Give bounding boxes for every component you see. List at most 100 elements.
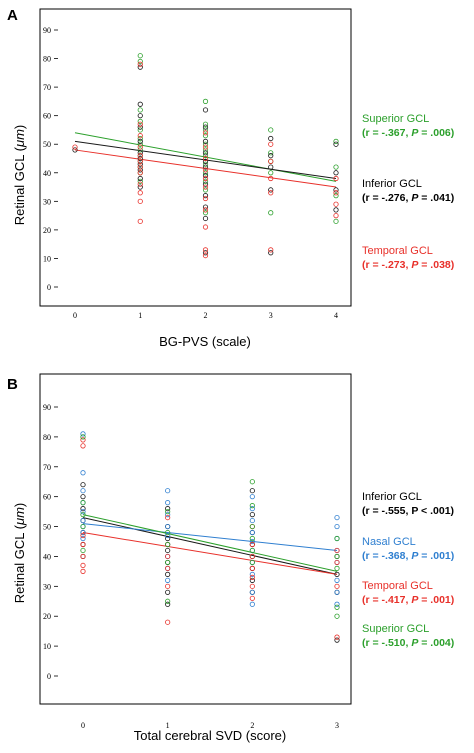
point-inferior-gcl: [137, 150, 143, 156]
x-tick-label: 3: [335, 721, 339, 730]
point-temporal-gcl: [268, 190, 274, 196]
point-inferior-gcl: [202, 124, 209, 130]
x-tick-label: 0: [81, 721, 85, 730]
point-superior-gcl: [268, 127, 274, 133]
point-inferior-gcl: [268, 153, 274, 159]
point-nasal-gcl: [80, 517, 86, 524]
point-inferior-gcl: [333, 207, 339, 213]
panel-b-legend: Inferior GCL (r = -.555, P < .001) Nasal G…: [362, 491, 454, 649]
point-inferior-gcl: [333, 170, 339, 176]
y-tick-label: 90: [43, 26, 51, 35]
point-temporal-gcl: [202, 224, 209, 230]
point-superior-gcl: [202, 210, 209, 216]
point-inferior-gcl: [72, 147, 78, 153]
point-inferior-gcl: [202, 204, 209, 210]
point-nasal-gcl: [165, 577, 171, 583]
legend-title: Inferior GCL: [362, 178, 422, 190]
point-superior-gcl: [202, 153, 209, 159]
x-tick-label: 3: [269, 311, 273, 320]
point-superior-gcl: [249, 503, 255, 509]
panel-b-frame: [39, 373, 352, 705]
point-superior-gcl: [333, 193, 339, 199]
y-tick-label: 20: [43, 612, 51, 621]
point-superior-gcl: [333, 218, 339, 224]
point-superior-gcl: [137, 53, 143, 59]
point-temporal-gcl: [202, 184, 209, 190]
point-nasal-gcl: [80, 470, 86, 476]
panel-a-frame: [39, 8, 352, 307]
point-superior-gcl: [249, 547, 255, 554]
point-superior-gcl: [334, 613, 340, 619]
point-inferior-gcl: [137, 64, 143, 70]
point-nasal-gcl: [80, 488, 86, 494]
point-temporal-gcl: [137, 198, 143, 204]
y-tick-label: 0: [47, 672, 51, 681]
point-superior-gcl: [137, 141, 143, 147]
point-inferior-gcl: [137, 138, 143, 144]
point-superior-gcl: [249, 535, 255, 542]
point-superior-gcl: [334, 604, 340, 610]
panel-a-letter: A: [7, 7, 18, 24]
y-tick-label: 10: [43, 642, 51, 651]
point-temporal-gcl: [80, 541, 86, 548]
point-superior-gcl: [202, 187, 209, 193]
point-inferior-gcl: [80, 506, 86, 512]
legend-stats: (r = -.555, P < .001): [362, 505, 454, 517]
x-tick-label: 0: [73, 311, 77, 320]
point-inferior-gcl: [202, 107, 209, 113]
y-tick-label: 70: [43, 83, 51, 92]
point-temporal-gcl: [268, 158, 274, 164]
point-inferior-gcl: [80, 482, 86, 488]
point-inferior-gcl: [165, 535, 171, 542]
point-inferior-gcl: [334, 637, 340, 643]
point-nasal-gcl: [249, 538, 255, 545]
point-inferior-gcl: [80, 494, 86, 500]
point-inferior-gcl: [333, 141, 339, 147]
point-superior-gcl: [268, 210, 274, 216]
point-temporal-gcl: [165, 619, 171, 625]
legend-title: Temporal GCL: [362, 580, 433, 592]
point-inferior-gcl: [165, 547, 171, 554]
legend-title: Inferior GCL: [362, 491, 422, 503]
panel-a-xlabel: BG-PVS (scale): [159, 334, 251, 349]
point-nasal-gcl: [165, 523, 171, 530]
legend-stats: (r = -.367, P = .006): [362, 127, 454, 139]
point-temporal-gcl: [80, 443, 86, 449]
point-inferior-gcl: [137, 175, 143, 182]
y-tick-label: 10: [43, 254, 51, 263]
point-inferior-gcl: [202, 193, 209, 199]
fit-line-temporal-gcl: [82, 532, 338, 575]
point-nasal-gcl: [80, 535, 86, 542]
point-inferior-gcl: [249, 488, 255, 494]
legend-title: Superior GCL: [362, 623, 429, 635]
point-temporal-gcl: [137, 61, 143, 67]
point-nasal-gcl: [249, 529, 255, 536]
point-superior-gcl: [137, 147, 143, 153]
panel-a-plot: 0 10 20 30 40 50 60 70 80 90 0 1 2 3 4: [43, 26, 339, 320]
point-superior-gcl: [137, 58, 143, 65]
point-nasal-gcl: [334, 577, 340, 583]
point-temporal-gcl: [202, 195, 209, 202]
point-superior-gcl: [165, 598, 171, 604]
point-temporal-gcl: [202, 247, 209, 253]
point-inferior-gcl: [268, 250, 274, 256]
point-superior-gcl: [80, 547, 86, 554]
point-temporal-gcl: [334, 559, 340, 566]
point-inferior-gcl: [333, 187, 339, 193]
point-temporal-gcl: [202, 207, 209, 213]
point-inferior-gcl: [202, 215, 209, 222]
point-inferior-gcl: [137, 101, 143, 107]
point-superior-gcl: [334, 553, 340, 560]
point-superior-gcl: [334, 565, 340, 572]
point-superior-gcl: [333, 138, 339, 144]
y-tick-label: 20: [43, 226, 51, 235]
point-superior-gcl: [137, 118, 143, 124]
point-temporal-gcl: [165, 514, 171, 521]
point-superior-gcl: [268, 150, 274, 156]
point-inferior-gcl: [202, 138, 209, 144]
point-inferior-gcl: [137, 124, 143, 130]
point-inferior-gcl: [202, 150, 209, 156]
point-nasal-gcl: [80, 431, 86, 437]
point-temporal-gcl: [137, 121, 143, 127]
point-temporal-gcl: [137, 133, 143, 139]
